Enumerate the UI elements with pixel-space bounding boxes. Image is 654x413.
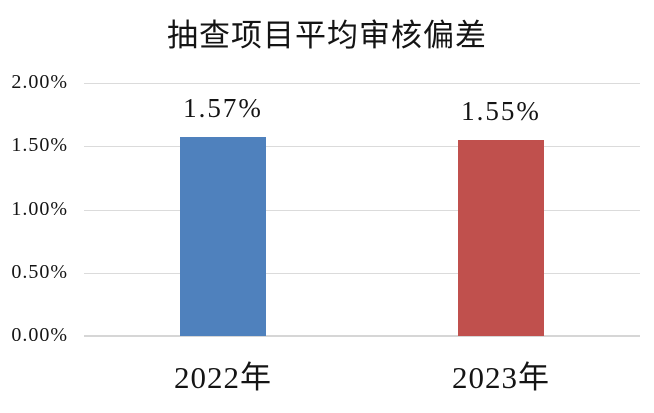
y-axis: 2.00% 1.50% 1.00% 0.50% 0.00% xyxy=(0,71,68,346)
plot-area: 1.57% 1.55% xyxy=(84,83,640,337)
chart-title: 抽查项目平均审核偏差 xyxy=(167,18,487,53)
x-category-label: 2023年 xyxy=(452,360,550,395)
x-category-label: 2022年 xyxy=(174,360,272,395)
y-tick-label: 0.50% xyxy=(11,260,68,283)
bar-value-label: 1.57% xyxy=(183,93,263,124)
gridline xyxy=(84,83,640,84)
y-tick-label: 2.00% xyxy=(11,71,68,94)
y-tick-label: 0.00% xyxy=(11,324,68,347)
x-axis-line xyxy=(84,335,640,337)
bar-group-2023: 1.55% xyxy=(458,83,544,336)
bar-value-label: 1.55% xyxy=(461,95,541,126)
gridline xyxy=(84,272,640,274)
x-axis: 2022年 2023年 xyxy=(84,352,640,400)
bar-2022 xyxy=(180,137,266,336)
bar-group-2022: 1.57% xyxy=(180,83,266,336)
bar-2023 xyxy=(458,139,544,336)
y-tick-label: 1.00% xyxy=(11,197,68,220)
gridline xyxy=(84,209,640,211)
y-tick-label: 1.50% xyxy=(11,134,68,157)
gridline xyxy=(84,146,640,148)
